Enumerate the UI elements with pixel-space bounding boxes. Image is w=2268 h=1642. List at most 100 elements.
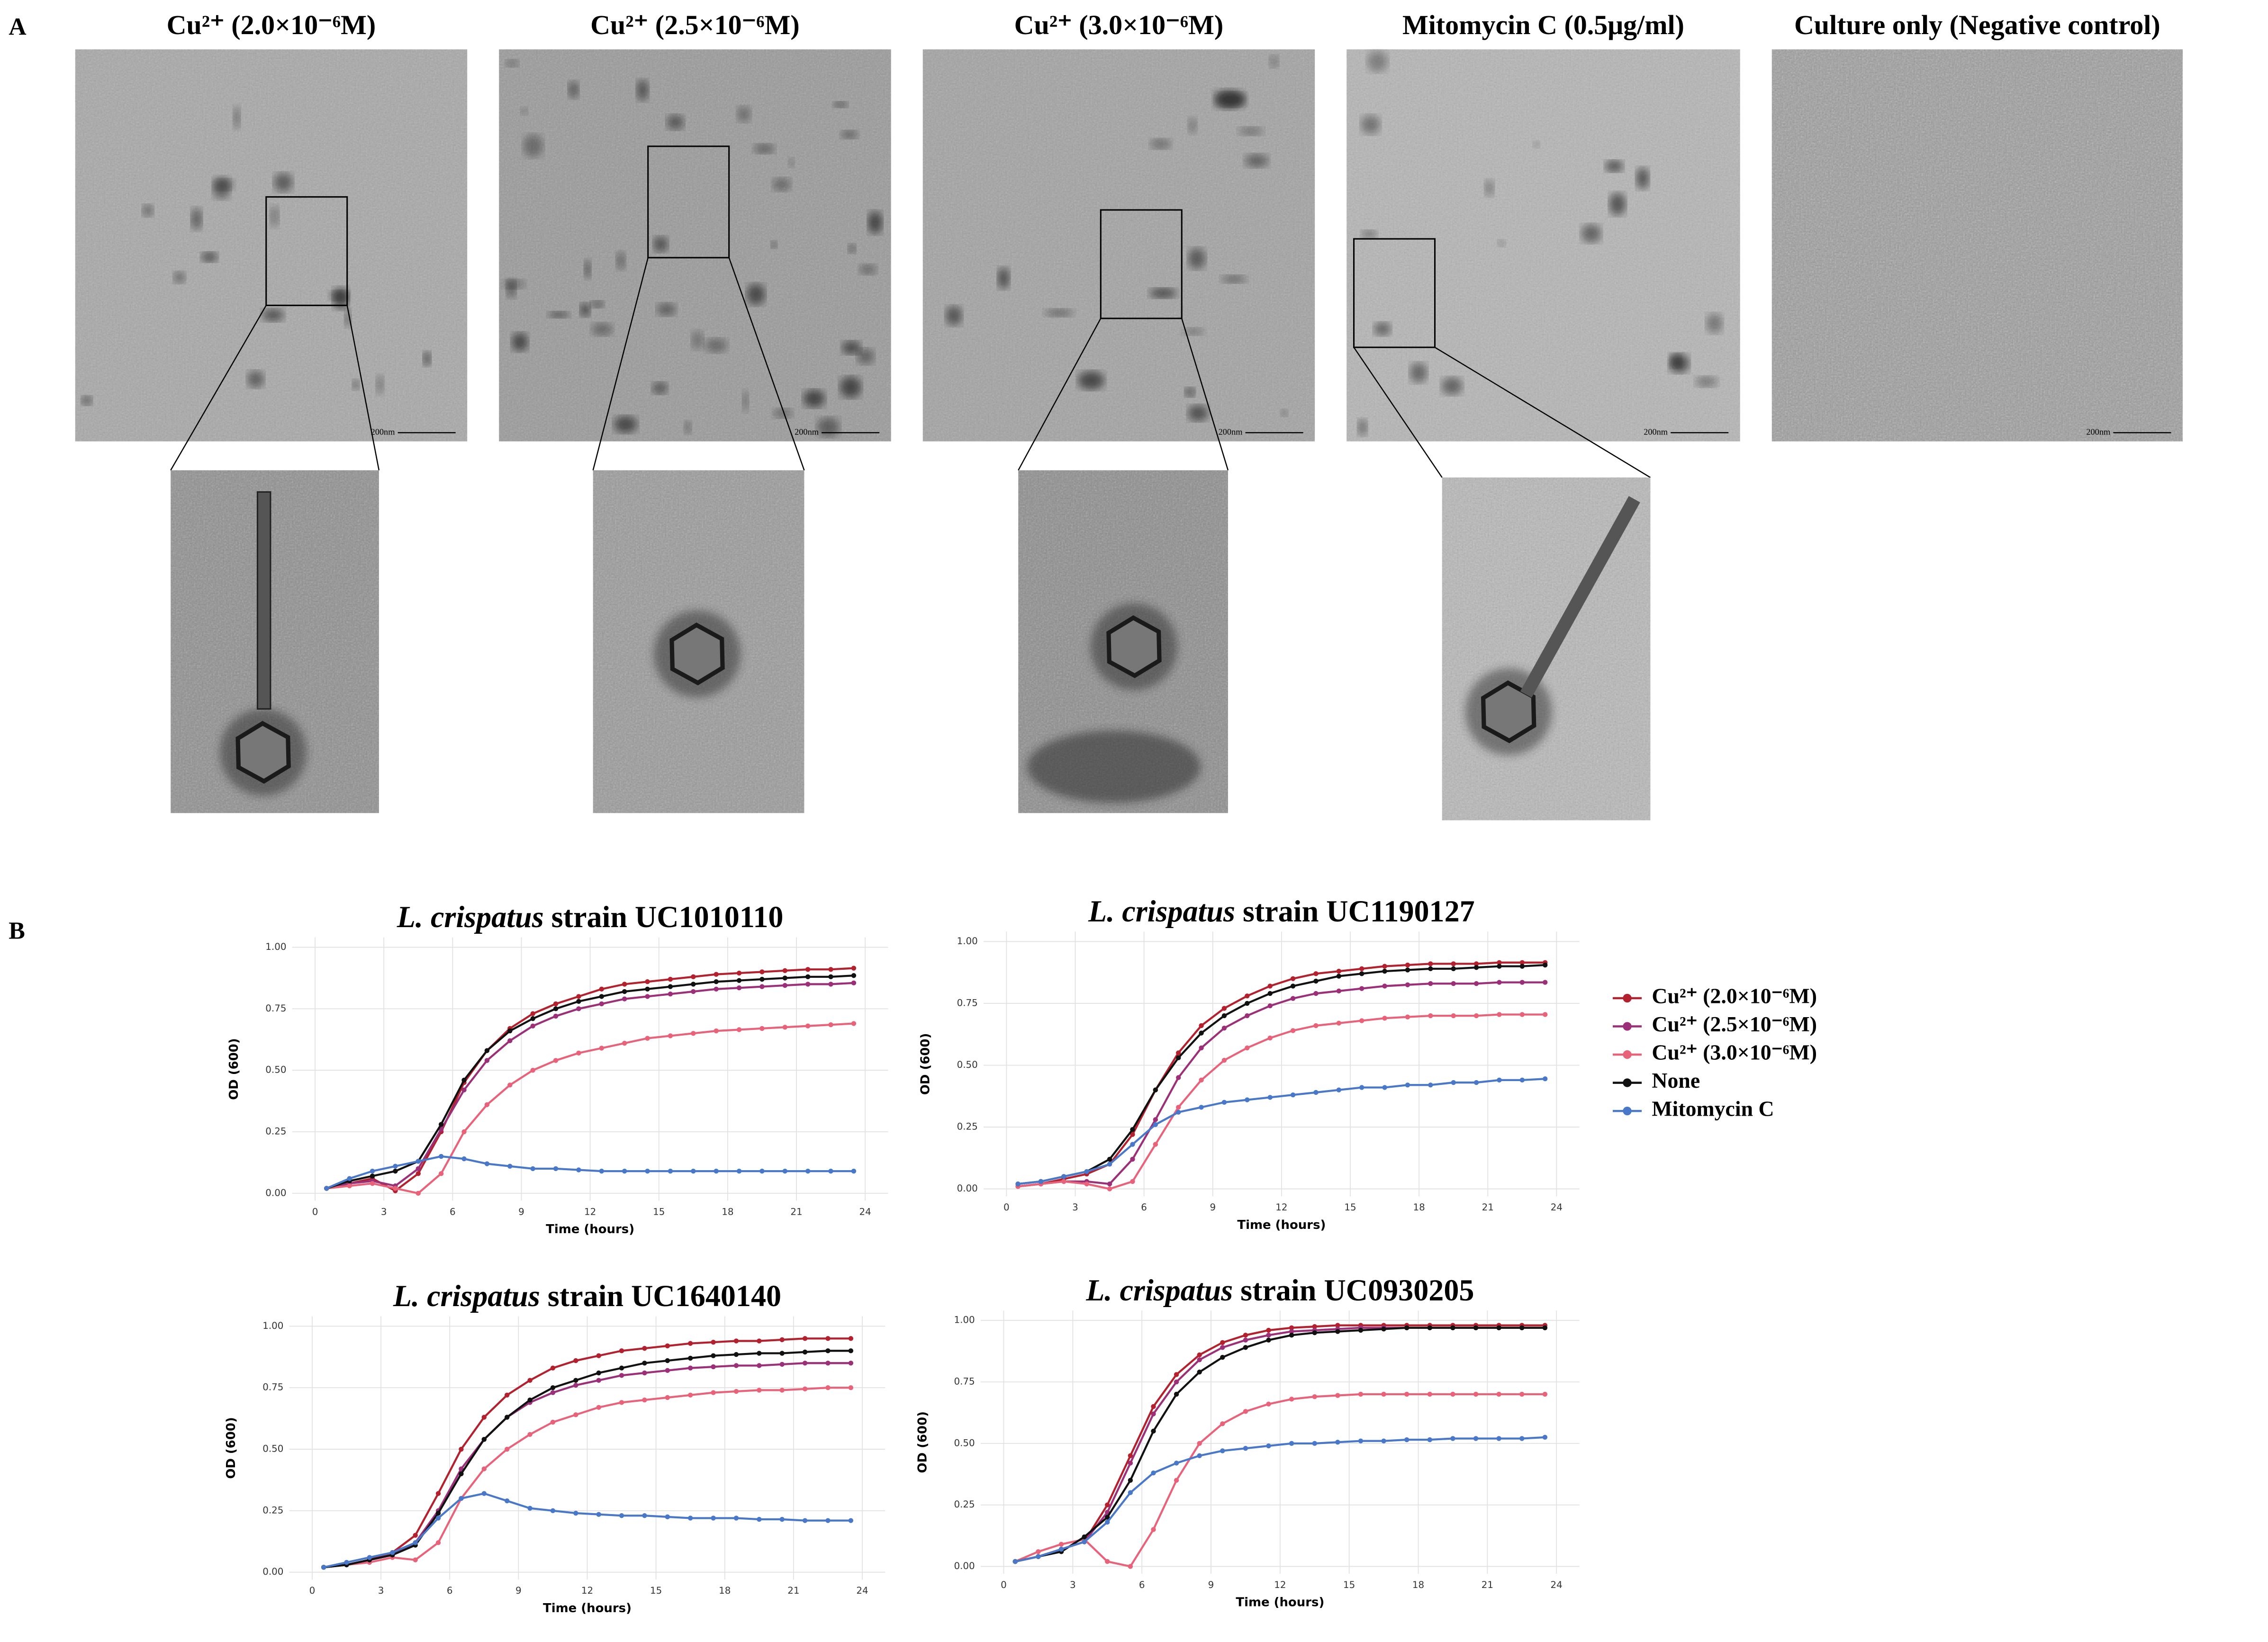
data-point	[1497, 960, 1502, 965]
legend-label: Mitomycin C	[1652, 1097, 1774, 1121]
debris	[1184, 387, 1195, 397]
data-point	[1312, 1441, 1317, 1446]
series-line	[323, 1492, 851, 1569]
x-tick-label: 21	[787, 1585, 799, 1596]
data-point	[848, 1518, 854, 1523]
series-line	[1015, 1326, 1545, 1563]
y-tick-label: 0.25	[954, 1499, 975, 1510]
data-point	[596, 1353, 601, 1358]
data-point	[1105, 1515, 1110, 1520]
series-line	[1014, 1393, 1545, 1568]
data-point	[530, 1016, 535, 1021]
data-point	[1473, 981, 1479, 986]
data-point	[736, 985, 742, 991]
debris	[213, 177, 230, 199]
debris	[667, 115, 684, 130]
data-point	[782, 968, 787, 974]
inset-box	[265, 196, 348, 307]
data-point	[1058, 1542, 1064, 1547]
debris	[737, 106, 751, 122]
data-point	[1519, 980, 1525, 985]
data-point	[1542, 1325, 1548, 1330]
data-point	[1473, 1391, 1479, 1397]
series-line	[1018, 964, 1545, 1185]
y-tick-label: 0.75	[954, 1376, 975, 1387]
data-point	[527, 1378, 533, 1383]
data-point	[1312, 1330, 1317, 1335]
data-point	[1243, 1446, 1248, 1451]
inset-box	[1100, 209, 1183, 319]
data-point	[1289, 1325, 1294, 1330]
data-point	[435, 1510, 441, 1516]
micrograph-texture	[75, 49, 468, 442]
data-point	[802, 1336, 808, 1341]
debris	[1706, 313, 1723, 334]
data-point	[714, 1168, 719, 1174]
data-point	[1519, 1436, 1525, 1441]
data-point	[1497, 1012, 1502, 1017]
data-point	[1245, 1001, 1250, 1006]
data-point	[347, 1183, 352, 1189]
x-tick-label: 3	[1072, 1202, 1078, 1213]
capsid	[1481, 680, 1536, 743]
data-point	[619, 1348, 624, 1353]
data-point	[1082, 1534, 1087, 1540]
data-point	[1221, 1057, 1227, 1063]
data-point	[619, 1373, 624, 1378]
data-point	[714, 979, 719, 984]
data-point	[1176, 1075, 1181, 1080]
debris	[1484, 180, 1494, 197]
y-tick-label: 0.00	[262, 1566, 283, 1577]
x-tick-label: 15	[1344, 1202, 1356, 1213]
x-tick-label: 0	[1001, 1579, 1007, 1590]
data-point	[484, 1102, 490, 1108]
data-point	[851, 973, 857, 978]
data-point	[622, 996, 627, 1001]
data-point	[530, 1011, 535, 1016]
data-point	[1245, 1045, 1250, 1051]
data-point	[1290, 1092, 1296, 1098]
data-point	[1153, 1122, 1158, 1128]
x-axis-label: Time (hours)	[546, 1222, 634, 1236]
data-point	[1497, 1077, 1502, 1083]
data-point	[553, 1006, 559, 1011]
data-point	[848, 1348, 854, 1353]
data-point	[665, 1343, 670, 1349]
data-point	[413, 1533, 418, 1538]
series-line	[1018, 1013, 1545, 1190]
data-point	[596, 1405, 601, 1410]
x-tick-label: 0	[1003, 1202, 1010, 1213]
series-line	[1018, 981, 1545, 1188]
data-point	[1220, 1354, 1225, 1360]
data-point	[645, 1036, 650, 1041]
data-point	[1221, 1006, 1227, 1011]
data-point	[1313, 991, 1319, 996]
data-point	[1197, 1441, 1202, 1446]
debris	[770, 241, 777, 249]
x-tick-label: 24	[1551, 1202, 1563, 1213]
debris	[1149, 288, 1177, 298]
debris	[1183, 327, 1204, 335]
data-point	[1243, 1409, 1248, 1414]
debris	[1188, 117, 1197, 134]
data-point	[1359, 971, 1364, 976]
data-point	[1266, 1337, 1271, 1343]
data-point	[619, 1365, 624, 1371]
data-point	[459, 1471, 464, 1477]
x-tick-label: 3	[381, 1206, 387, 1217]
data-point	[1245, 993, 1250, 999]
data-point	[1405, 967, 1410, 973]
data-point	[1404, 1391, 1410, 1397]
data-point	[1427, 1325, 1433, 1330]
data-point	[759, 976, 765, 982]
data-point	[711, 1390, 716, 1395]
data-point	[459, 1446, 464, 1452]
data-point	[1289, 1329, 1294, 1334]
x-tick-label: 18	[719, 1585, 731, 1596]
data-point	[1130, 1179, 1135, 1184]
data-point	[1404, 1437, 1410, 1443]
data-point	[1289, 1397, 1294, 1402]
data-point	[1199, 1105, 1204, 1110]
x-tick-label: 18	[1413, 1202, 1425, 1213]
